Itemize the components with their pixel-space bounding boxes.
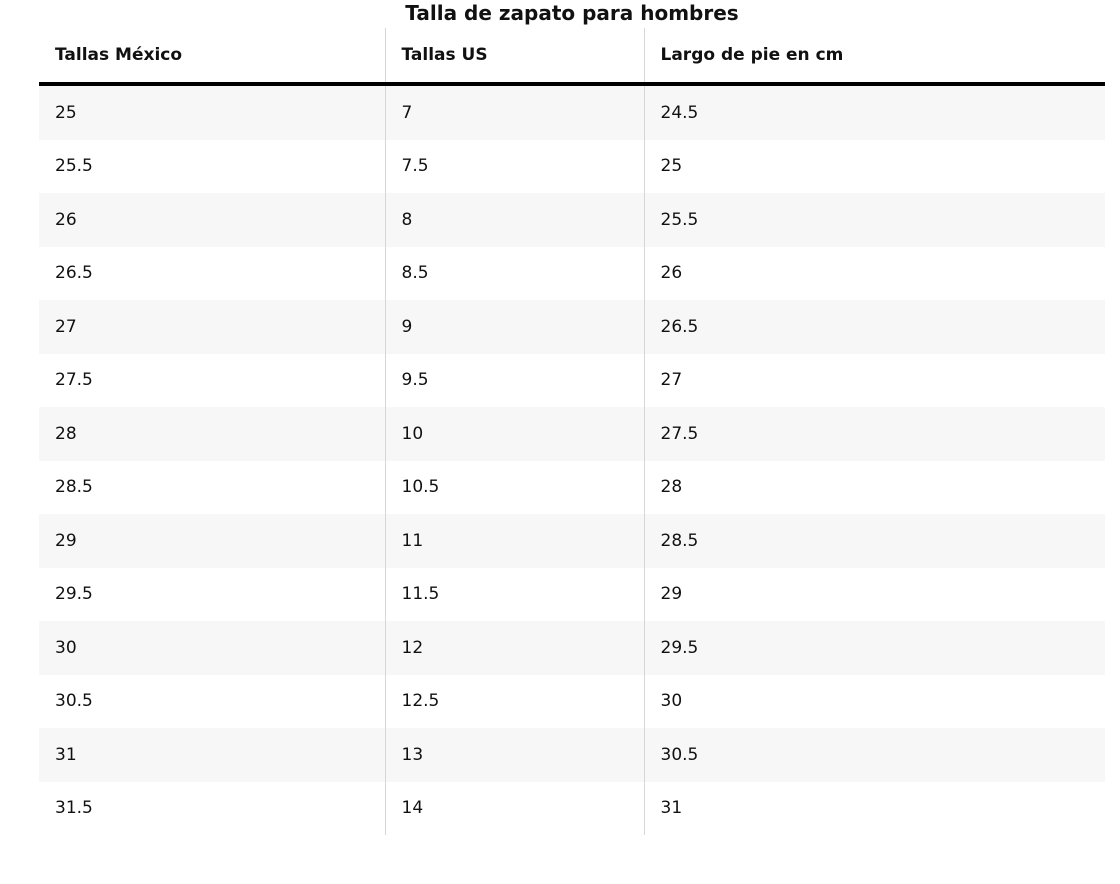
table-cell: 10 [384, 407, 644, 461]
table-cell: 30.5 [55, 691, 93, 712]
table-head: Tallas México Tallas US Largo de pie en cm [39, 28, 1105, 86]
table-cell: 25 [643, 139, 1105, 193]
table-cell: 28.5 [55, 477, 93, 498]
table-cell: 26 [39, 193, 385, 247]
table-cell: 30.5 [643, 728, 1105, 782]
table-row: 26.5 8.5 26 [39, 246, 1105, 300]
table-title: Talla de zapato para hombres [405, 1, 739, 25]
table-row: 25.5 7.5 25 [39, 139, 1105, 193]
table-cell: 29 [39, 514, 385, 568]
table-row: 28.5 10.5 28 [39, 460, 1105, 514]
table-row: 30.5 12.5 30 [39, 674, 1105, 728]
table-cell: 26.5 [643, 300, 1105, 354]
table-cell: 29 [643, 567, 1105, 621]
table-cell: 31.5 [55, 798, 93, 819]
column-header: Tallas US [384, 28, 644, 86]
header-row: Tallas México Tallas US Largo de pie en cm [39, 28, 1105, 86]
table-cell: 9 [384, 300, 644, 354]
table-cell: 25.5 [643, 193, 1105, 247]
table-cell: 24.5 [643, 84, 1105, 140]
table-cell: 8.5 [384, 246, 644, 300]
table-cell: 31 [39, 728, 385, 782]
table-cell: 27.5 [643, 407, 1105, 461]
table-cell: 9.5 [384, 353, 644, 407]
table-row: 31.5 14 31 [39, 781, 1105, 835]
table-row: 31 13 30.5 [39, 728, 1105, 782]
table-cell: 26 [643, 246, 1105, 300]
table-row: 27 9 26.5 [39, 300, 1105, 354]
table-row: 29 11 28.5 [39, 514, 1105, 568]
table-cell: 29.5 [55, 584, 93, 605]
table-cell: 27 [39, 300, 385, 354]
table-cell: 12 [384, 621, 644, 675]
table-cell: 28 [643, 460, 1105, 514]
table-cell: 30 [39, 621, 385, 675]
table-cell: 27 [643, 353, 1105, 407]
table-cell: 30 [643, 674, 1105, 728]
table-row: 30 12 29.5 [39, 621, 1105, 675]
table-cell: 25.5 [55, 156, 93, 177]
table-cell: 28.5 [643, 514, 1105, 568]
table-body: 25 7 24.5 25.5 7.5 25 26 8 25.5 26.5 8.5 26 27 9 26.5 2… [39, 84, 1105, 835]
table-cell: 27.5 [55, 370, 93, 391]
table-cell: 31 [643, 781, 1105, 835]
table-cell: 25 [39, 84, 385, 140]
table-row: 25 7 24.5 [39, 84, 1105, 140]
table-row: 26 8 25.5 [39, 193, 1105, 247]
table-cell: 14 [384, 781, 644, 835]
column-header: Largo de pie en cm [643, 28, 1105, 86]
column-header: Tallas México [39, 28, 385, 86]
table-cell: 11.5 [384, 567, 644, 621]
table-cell: 12.5 [384, 674, 644, 728]
table-cell: 8 [384, 193, 644, 247]
table-row: 28 10 27.5 [39, 407, 1105, 461]
table-cell: 26.5 [55, 263, 93, 284]
table-cell: 10.5 [384, 460, 644, 514]
table-cell: 13 [384, 728, 644, 782]
table-cell: 7 [384, 84, 644, 140]
size-table: Tallas México Tallas US Largo de pie en cm… [39, 28, 1105, 835]
table-row: 29.5 11.5 29 [39, 567, 1105, 621]
table-cell: 7.5 [384, 139, 644, 193]
table-cell: 28 [39, 407, 385, 461]
table-row: 27.5 9.5 27 [39, 353, 1105, 407]
table-cell: 11 [384, 514, 644, 568]
table-cell: 29.5 [643, 621, 1105, 675]
